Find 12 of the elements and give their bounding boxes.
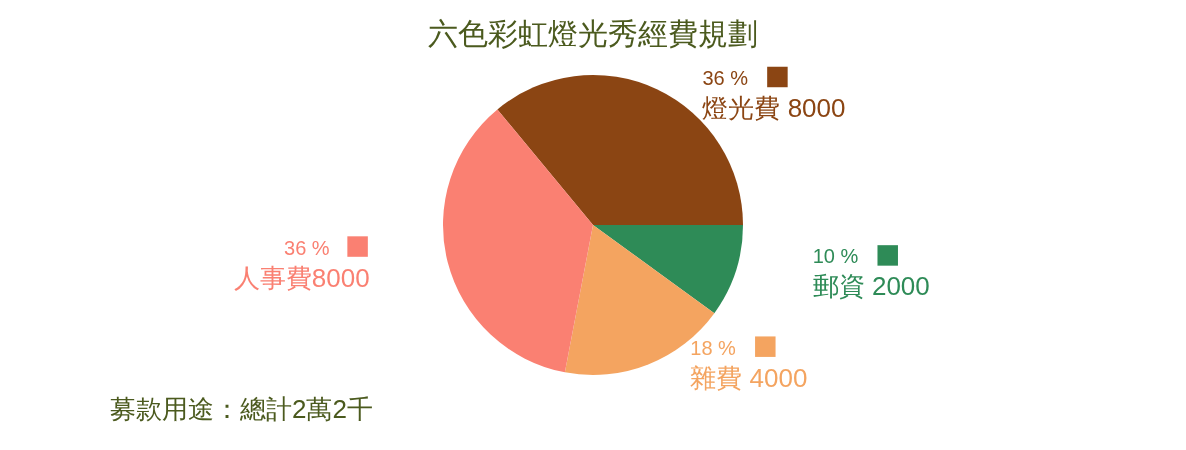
legend-label: 郵資 2000	[812, 271, 930, 302]
data-label: 10 %	[812, 245, 859, 268]
legend-label: 雜費 4000	[690, 362, 808, 393]
pie-slice	[443, 109, 593, 373]
legend-label: 人事費8000	[233, 262, 370, 293]
chart-title: 六色彩虹燈光秀經費規劃	[428, 16, 758, 51]
legend-label: 燈光費 8000	[702, 92, 846, 123]
text: 募款用途：總計2萬2千	[110, 394, 373, 424]
pie-slice	[593, 225, 743, 314]
data-label: 18 %	[690, 336, 737, 359]
data-label: 36 %	[702, 66, 749, 89]
data-label: 36 %	[284, 236, 330, 259]
